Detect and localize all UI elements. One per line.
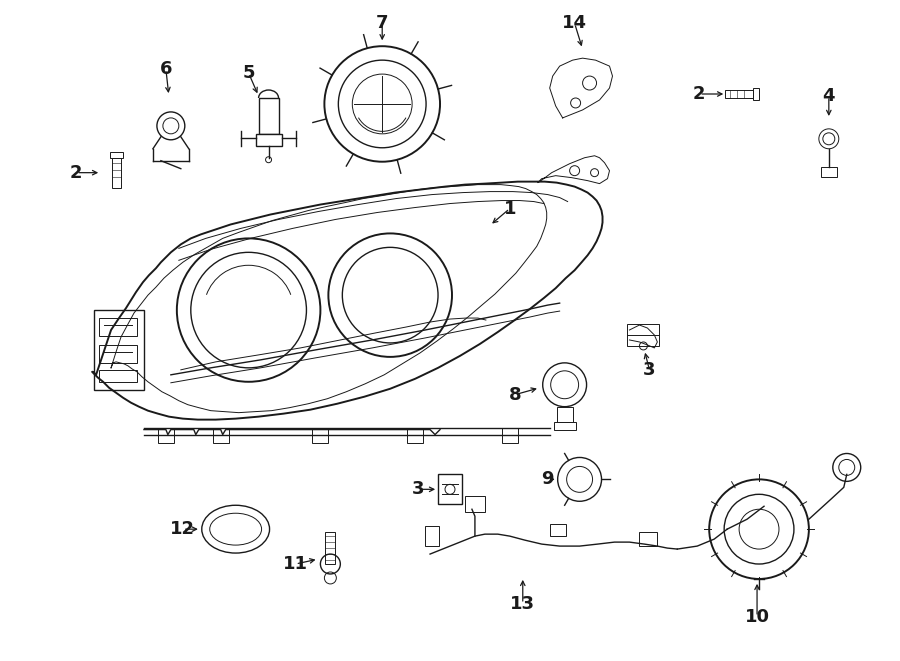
FancyBboxPatch shape (112, 158, 121, 188)
FancyBboxPatch shape (256, 134, 282, 146)
Text: 1: 1 (504, 200, 516, 217)
FancyBboxPatch shape (502, 428, 518, 442)
FancyBboxPatch shape (326, 532, 336, 564)
Text: 7: 7 (376, 15, 389, 32)
Text: 14: 14 (562, 15, 587, 32)
FancyBboxPatch shape (407, 428, 423, 442)
FancyBboxPatch shape (627, 324, 660, 346)
FancyBboxPatch shape (158, 428, 174, 442)
Text: 10: 10 (744, 608, 770, 626)
Text: 2: 2 (70, 164, 83, 182)
FancyBboxPatch shape (212, 428, 229, 442)
FancyBboxPatch shape (554, 422, 576, 430)
Text: 4: 4 (823, 87, 835, 105)
FancyBboxPatch shape (821, 167, 837, 176)
Text: 3: 3 (412, 481, 424, 498)
FancyBboxPatch shape (557, 407, 572, 422)
FancyBboxPatch shape (725, 89, 753, 98)
Text: 12: 12 (170, 520, 195, 538)
FancyBboxPatch shape (639, 532, 657, 546)
FancyBboxPatch shape (94, 310, 144, 390)
FancyBboxPatch shape (753, 87, 759, 100)
Text: 3: 3 (644, 361, 655, 379)
FancyBboxPatch shape (438, 475, 462, 504)
Text: 5: 5 (242, 64, 255, 82)
FancyBboxPatch shape (465, 496, 485, 512)
FancyBboxPatch shape (258, 98, 278, 134)
Text: 9: 9 (542, 471, 554, 488)
Text: 6: 6 (159, 60, 172, 78)
Text: 11: 11 (283, 555, 308, 573)
FancyBboxPatch shape (99, 318, 137, 336)
FancyBboxPatch shape (99, 370, 137, 382)
FancyBboxPatch shape (110, 152, 122, 158)
FancyBboxPatch shape (99, 345, 137, 363)
FancyBboxPatch shape (550, 524, 565, 536)
FancyBboxPatch shape (425, 526, 439, 546)
Text: 2: 2 (693, 85, 706, 103)
Text: 8: 8 (508, 386, 521, 404)
Text: 13: 13 (510, 595, 536, 613)
FancyBboxPatch shape (312, 428, 328, 442)
